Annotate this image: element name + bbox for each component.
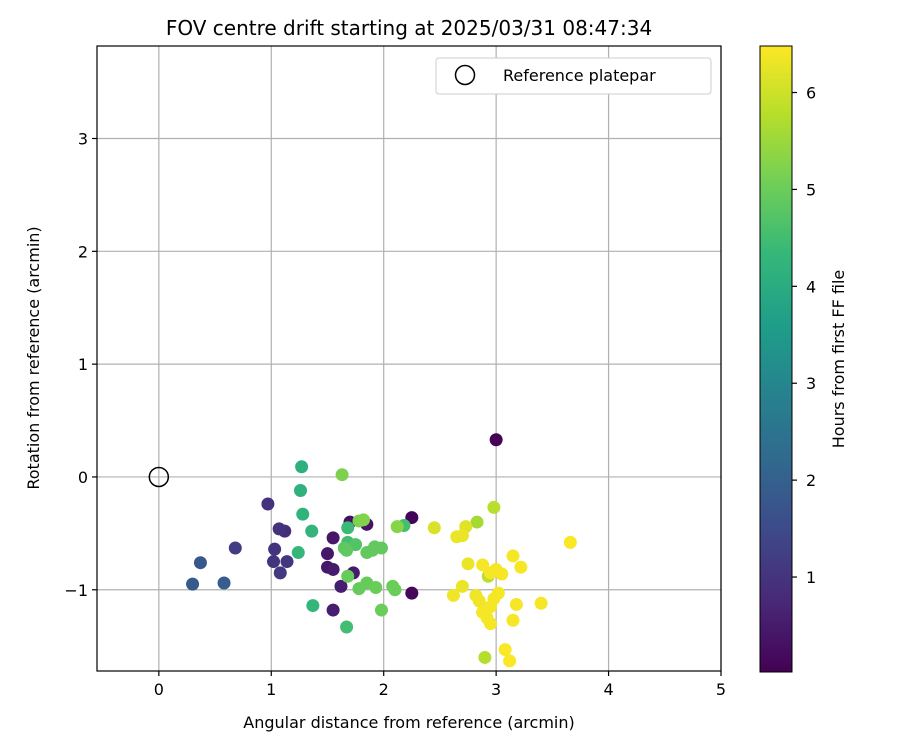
- data-point: [272, 522, 286, 536]
- data-point: [341, 521, 355, 535]
- colorbar-label: Hours from first FF file: [829, 270, 848, 449]
- colorbar-gradient: [759, 45, 793, 673]
- plot-frame: [96, 45, 722, 672]
- colorbar: 1 2 3 4 5 6 Hours from first FF file: [759, 45, 848, 673]
- data-point: [484, 617, 498, 631]
- x-tick-label: 4: [603, 680, 613, 699]
- y-tick-label: −1: [64, 581, 88, 600]
- data-point: [326, 531, 340, 545]
- data-point: [326, 603, 340, 617]
- data-point: [470, 515, 484, 529]
- data-point: [294, 483, 308, 497]
- data-point: [306, 599, 320, 613]
- data-point: [335, 468, 349, 482]
- data-point: [446, 588, 460, 602]
- data-point: [296, 507, 310, 521]
- data-point: [305, 524, 319, 538]
- data-point: [405, 511, 419, 525]
- data-point: [390, 520, 404, 534]
- data-point: [374, 603, 388, 617]
- data-point: [340, 620, 354, 634]
- data-point: [476, 558, 490, 572]
- data-point: [356, 513, 370, 527]
- data-point: [388, 583, 402, 597]
- data-point: [352, 582, 366, 596]
- chart-title: FOV centre drift starting at 2025/03/31 …: [166, 16, 652, 40]
- legend: Reference platepar: [435, 57, 712, 95]
- data-point: [340, 543, 354, 557]
- legend-box: [435, 57, 712, 95]
- x-tick-label: 2: [379, 680, 389, 699]
- data-point: [320, 547, 334, 561]
- data-point: [295, 460, 309, 474]
- data-point: [478, 650, 492, 664]
- y-tick-label: 0: [78, 468, 88, 487]
- data-point: [489, 433, 503, 447]
- y-tick-label: 1: [78, 355, 88, 374]
- data-point: [461, 557, 475, 571]
- data-point: [487, 500, 501, 514]
- grid: [97, 46, 722, 671]
- data-points: [186, 433, 577, 668]
- data-point: [506, 549, 520, 563]
- data-point: [503, 654, 517, 668]
- x-tick-label: 1: [266, 680, 276, 699]
- x-tick-label: 3: [491, 680, 501, 699]
- colorbar-tick-label: 5: [806, 180, 816, 199]
- data-point: [267, 555, 281, 569]
- x-axis-label: Angular distance from reference (arcmin): [243, 713, 574, 732]
- data-point: [450, 530, 464, 544]
- data-point: [268, 542, 282, 556]
- data-point: [405, 586, 419, 600]
- data-point: [291, 546, 305, 560]
- data-point: [455, 579, 469, 593]
- data-point: [360, 546, 374, 560]
- legend-reference-marker: [454, 64, 476, 86]
- data-point: [186, 577, 200, 591]
- data-point: [495, 567, 509, 581]
- y-tick-label: 3: [78, 130, 88, 149]
- data-point: [506, 613, 520, 627]
- legend-label: Reference platepar: [503, 66, 656, 85]
- data-point: [498, 643, 512, 657]
- data-point: [341, 569, 355, 583]
- y-axis-ticks: −1 0 1 2 3: [64, 130, 97, 600]
- data-point: [427, 521, 441, 535]
- reference-platepar-marker: [148, 466, 170, 488]
- x-axis-ticks: 0 1 2 3 4 5: [154, 671, 726, 699]
- data-point: [334, 579, 348, 593]
- data-point: [228, 541, 242, 555]
- colorbar-tick-label: 6: [806, 84, 816, 103]
- data-point: [472, 594, 486, 608]
- data-point: [509, 597, 523, 611]
- y-tick-label: 2: [78, 242, 88, 261]
- colorbar-ticks: 1 2 3 4 5 6: [792, 84, 816, 587]
- colorbar-tick-label: 1: [806, 568, 816, 587]
- colorbar-tick-label: 4: [806, 277, 816, 296]
- colorbar-tick-label: 2: [806, 471, 816, 490]
- data-point: [514, 560, 528, 574]
- data-point: [193, 556, 207, 570]
- colorbar-tick-label: 3: [806, 374, 816, 393]
- data-point: [273, 566, 287, 580]
- data-point: [534, 596, 548, 610]
- data-point: [280, 555, 294, 569]
- data-point: [217, 576, 231, 590]
- y-axis-label: Rotation from reference (arcmin): [24, 226, 43, 489]
- data-point: [369, 581, 383, 595]
- x-tick-label: 5: [716, 680, 726, 699]
- x-tick-label: 0: [154, 680, 164, 699]
- data-point: [261, 497, 275, 511]
- data-point: [563, 535, 577, 549]
- data-point: [326, 562, 340, 576]
